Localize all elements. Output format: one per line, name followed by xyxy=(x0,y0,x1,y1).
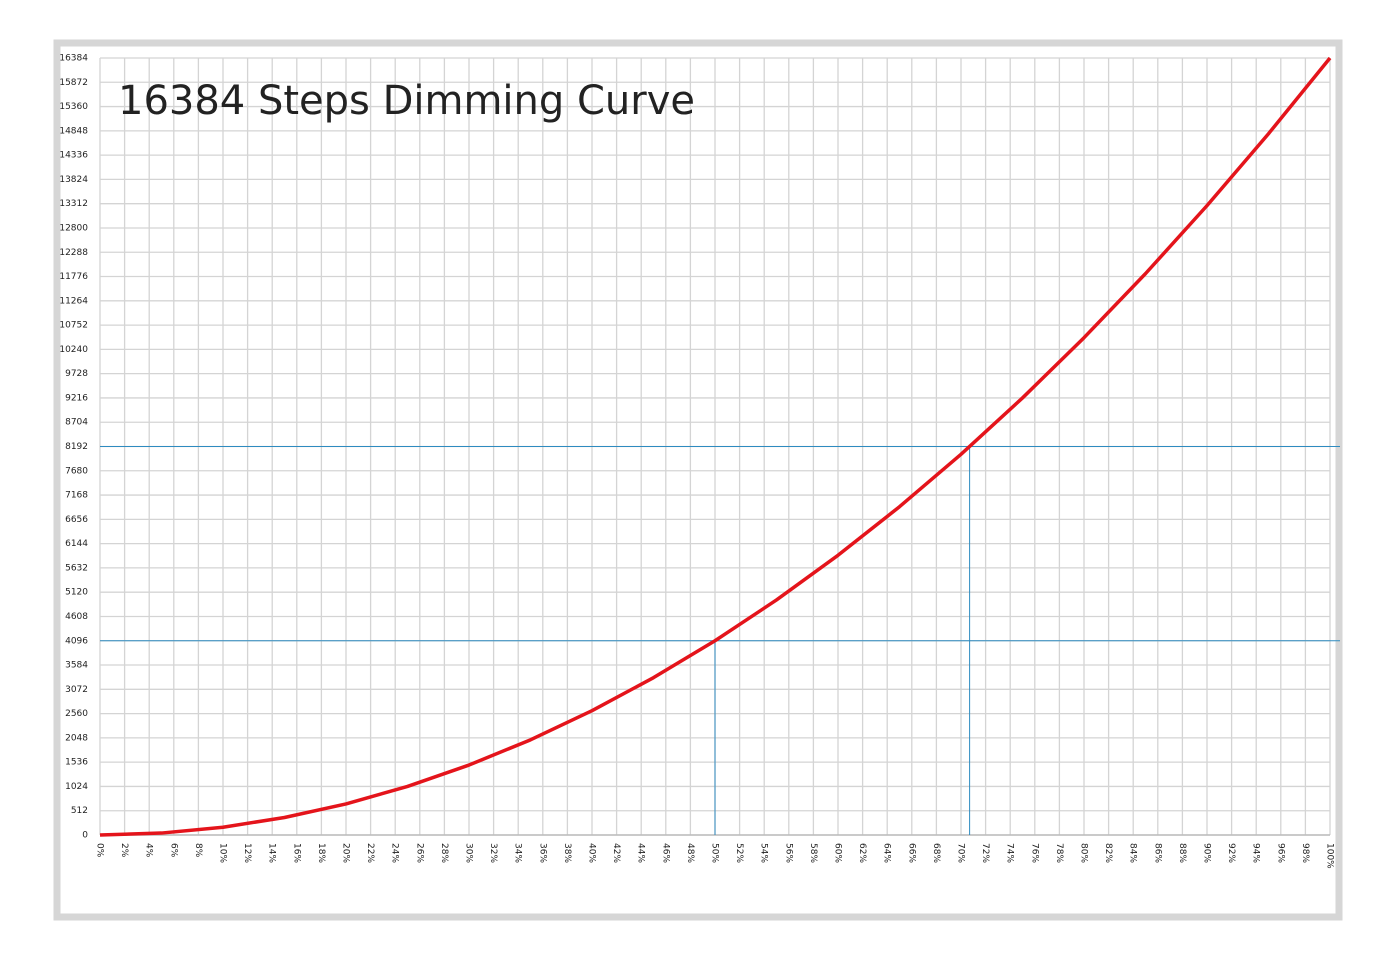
y-tick-label: 16384 xyxy=(59,54,88,64)
x-tick-label: 76% xyxy=(1029,843,1039,863)
x-tick-label: 28% xyxy=(439,843,449,863)
x-tick-label: 26% xyxy=(414,843,424,863)
y-tick-label: 13312 xyxy=(59,199,88,209)
y-tick-label: 6656 xyxy=(65,515,88,525)
y-tick-label: 11776 xyxy=(59,272,88,282)
y-tick-label: 15872 xyxy=(59,78,88,88)
x-tick-label: 46% xyxy=(660,843,670,863)
x-tick-label: 40% xyxy=(587,843,597,863)
y-tick-label: 10752 xyxy=(59,321,88,331)
y-tick-label: 2560 xyxy=(65,709,88,719)
y-tick-label: 12800 xyxy=(59,223,88,233)
y-tick-label: 13824 xyxy=(59,175,88,185)
x-tick-label: 98% xyxy=(1300,843,1310,863)
y-tick-label: 2048 xyxy=(65,733,88,743)
x-tick-label: 4% xyxy=(144,843,154,858)
y-tick-label: 11264 xyxy=(59,296,88,306)
x-tick-label: 2% xyxy=(119,843,129,858)
x-tick-label: 64% xyxy=(882,843,892,863)
x-tick-label: 60% xyxy=(833,843,843,863)
x-tick-label: 38% xyxy=(562,843,572,863)
y-tick-label: 10240 xyxy=(59,345,88,355)
y-tick-label: 14336 xyxy=(59,151,88,161)
y-tick-label: 1024 xyxy=(65,782,88,792)
y-tick-label: 3584 xyxy=(65,661,88,671)
x-tick-label: 62% xyxy=(857,843,867,863)
y-tick-label: 8192 xyxy=(65,442,88,452)
x-tick-label: 44% xyxy=(636,843,646,863)
x-tick-label: 54% xyxy=(759,843,769,863)
x-tick-label: 42% xyxy=(611,843,621,863)
y-tick-label: 14848 xyxy=(59,126,88,136)
x-tick-label: 92% xyxy=(1226,843,1236,863)
x-tick-label: 6% xyxy=(168,843,178,858)
x-tick-label: 96% xyxy=(1275,843,1285,863)
y-tick-label: 1536 xyxy=(65,758,88,768)
x-tick-label: 18% xyxy=(316,843,326,863)
y-tick-label: 512 xyxy=(71,806,88,816)
chart-title: 16384 Steps Dimming Curve xyxy=(118,78,695,124)
x-tick-label: 8% xyxy=(193,843,203,858)
x-tick-label: 20% xyxy=(341,843,351,863)
x-tick-label: 70% xyxy=(956,843,966,863)
x-tick-label: 74% xyxy=(1005,843,1015,863)
x-tick-label: 72% xyxy=(980,843,990,863)
x-tick-label: 16% xyxy=(291,843,301,863)
x-tick-label: 10% xyxy=(218,843,228,863)
x-tick-label: 78% xyxy=(1054,843,1064,863)
x-tick-label: 94% xyxy=(1251,843,1261,863)
x-tick-label: 100% xyxy=(1325,843,1335,869)
x-tick-label: 56% xyxy=(783,843,793,863)
x-tick-label: 14% xyxy=(267,843,277,863)
x-tick-label: 80% xyxy=(1079,843,1089,863)
x-tick-label: 30% xyxy=(464,843,474,863)
x-tick-label: 68% xyxy=(931,843,941,863)
y-tick-label: 7680 xyxy=(65,466,88,476)
y-tick-label: 5120 xyxy=(65,588,88,598)
x-tick-label: 58% xyxy=(808,843,818,863)
x-tick-label: 52% xyxy=(734,843,744,863)
marks xyxy=(99,56,1340,837)
x-tick-label: 32% xyxy=(488,843,498,863)
y-tick-label: 3072 xyxy=(65,685,88,695)
x-tick-label: 90% xyxy=(1202,843,1212,863)
x-tick-label: 36% xyxy=(537,843,547,863)
y-tick-label: 15360 xyxy=(59,102,88,112)
y-tick-label: 8704 xyxy=(65,418,88,428)
x-tick-label: 50% xyxy=(710,843,720,863)
x-tick-label: 48% xyxy=(685,843,695,863)
y-tick-label: 4608 xyxy=(65,612,88,622)
x-tick-label: 86% xyxy=(1152,843,1162,863)
curve xyxy=(99,56,1332,837)
x-tick-label: 82% xyxy=(1103,843,1113,863)
y-tick-label: 12288 xyxy=(59,248,88,258)
x-tick-label: 0% xyxy=(95,843,105,858)
x-tick-label: 12% xyxy=(242,843,252,863)
frame xyxy=(53,39,1343,921)
x-tick-label: 66% xyxy=(906,843,916,863)
x-tick-label: 24% xyxy=(390,843,400,863)
y-tick-label: 4096 xyxy=(65,636,88,646)
y-tick-label: 0 xyxy=(82,831,88,841)
x-tick-label: 84% xyxy=(1128,843,1138,863)
y-tick-label: 5632 xyxy=(65,563,88,573)
x-tick-label: 34% xyxy=(513,843,523,863)
x-tick-label: 88% xyxy=(1177,843,1187,863)
y-tick-label: 6144 xyxy=(65,539,88,549)
y-tick-label: 9728 xyxy=(65,369,88,379)
x-tick-label: 22% xyxy=(365,843,375,863)
y-tick-label: 7168 xyxy=(65,491,88,501)
y-tick-label: 9216 xyxy=(65,393,88,403)
